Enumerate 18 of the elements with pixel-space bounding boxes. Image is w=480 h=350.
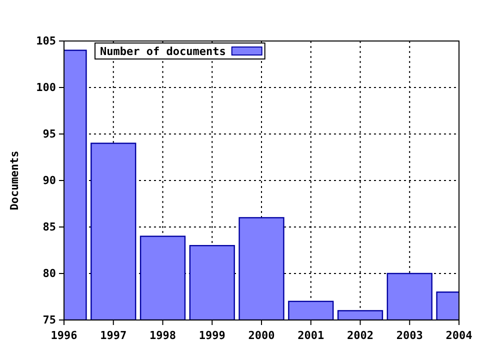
x-tick-label: 1998 [150,328,176,342]
legend-label: Number of documents [100,45,226,58]
y-axis-title: Documents [8,150,21,210]
y-tick-label: 100 [36,81,56,94]
x-tick-label: 2003 [396,328,423,342]
y-tick-label: 105 [36,34,56,48]
x-tick-label: 2001 [298,328,324,342]
y-tick-label: 75 [42,314,56,327]
x-tick-label: 2002 [347,328,374,342]
y-tick-label: 85 [42,220,56,234]
x-tick-label: 1996 [50,328,78,342]
x-tick-label: 2004 [446,328,473,342]
y-tick-label: 90 [42,174,56,188]
x-tick-label: 1999 [198,328,226,342]
y-tick-label: 95 [42,128,56,141]
x-tick-label: 2000 [248,328,275,342]
y-tick-label: 80 [42,267,56,280]
x-tick-label: 1997 [100,328,127,342]
